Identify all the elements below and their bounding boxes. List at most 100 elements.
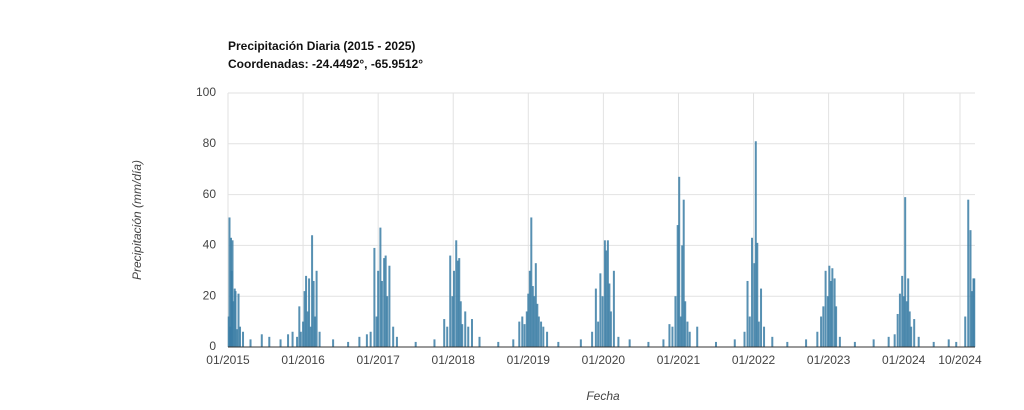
bar — [395, 336, 398, 347]
bar — [612, 270, 615, 347]
bar — [605, 250, 608, 347]
bar — [443, 319, 446, 347]
bar — [932, 341, 935, 347]
bar — [279, 339, 282, 347]
bar — [617, 336, 620, 347]
bar — [688, 331, 691, 347]
bar — [536, 303, 539, 347]
bar — [603, 240, 606, 347]
bar — [314, 316, 317, 347]
bar — [967, 199, 970, 347]
bar — [826, 296, 829, 347]
bar — [743, 331, 746, 347]
bar — [955, 341, 958, 347]
bar — [599, 273, 602, 347]
bar — [386, 296, 389, 347]
bar — [597, 321, 600, 347]
bar — [237, 293, 240, 347]
bar — [696, 326, 699, 347]
y-tick-label: 40 — [203, 238, 217, 252]
bar — [296, 336, 299, 347]
bar — [305, 275, 308, 347]
bar — [458, 258, 461, 347]
bar — [530, 217, 533, 347]
bar — [662, 339, 665, 347]
bar — [528, 270, 531, 347]
bar — [647, 341, 650, 347]
bar — [816, 331, 819, 347]
bar — [369, 331, 372, 347]
bar — [315, 270, 318, 347]
bar — [835, 306, 838, 347]
y-tick-label: 100 — [196, 85, 216, 99]
x-tick-label: 01/2020 — [582, 353, 626, 367]
bar — [964, 316, 967, 347]
bar — [917, 336, 920, 347]
bar — [302, 321, 305, 347]
bar — [303, 291, 306, 347]
bar — [546, 331, 549, 347]
bar — [908, 311, 911, 347]
bar — [676, 225, 679, 347]
bar — [594, 288, 597, 347]
bar — [902, 296, 905, 347]
bar — [805, 339, 808, 347]
bar — [467, 326, 470, 347]
bar — [365, 334, 368, 347]
bar — [384, 255, 387, 347]
bar — [461, 324, 464, 347]
x-tick-label: 01/2022 — [732, 353, 776, 367]
bar — [969, 230, 972, 347]
bar — [947, 339, 950, 347]
bar — [714, 341, 717, 347]
bar — [383, 258, 386, 347]
bar — [907, 278, 910, 347]
bar — [751, 237, 754, 347]
bar — [609, 311, 612, 347]
chart-title: Precipitación Diaria (2015 - 2025) — [228, 39, 415, 53]
bar — [375, 316, 378, 347]
bar — [557, 341, 560, 347]
bar — [579, 339, 582, 347]
bar — [449, 255, 452, 347]
bar — [249, 339, 252, 347]
bar — [678, 176, 681, 347]
bar — [833, 278, 836, 347]
bar — [497, 341, 500, 347]
bar — [905, 301, 908, 347]
bar — [606, 240, 609, 347]
bar — [239, 326, 242, 347]
bar — [388, 265, 391, 347]
bar — [332, 339, 335, 347]
bar — [287, 334, 290, 347]
bar — [671, 326, 674, 347]
bar — [377, 270, 380, 347]
bar — [542, 326, 545, 347]
bar — [904, 197, 907, 347]
bar — [537, 316, 540, 347]
bar — [478, 336, 481, 347]
bar — [358, 336, 361, 347]
bar — [838, 336, 841, 347]
bar — [753, 263, 756, 347]
bar — [757, 321, 760, 347]
bar — [236, 329, 239, 347]
bar — [913, 319, 916, 347]
y-axis-title: Precipitación (mm/día) — [130, 160, 144, 280]
bar — [228, 217, 231, 347]
bar — [756, 242, 759, 347]
bar — [831, 268, 834, 347]
bar — [733, 339, 736, 347]
bar — [896, 313, 899, 347]
y-tick-label: 60 — [203, 187, 217, 201]
bar — [628, 339, 631, 347]
bar — [231, 240, 234, 347]
y-tick-label: 80 — [203, 136, 217, 150]
bar — [308, 278, 311, 347]
y-tick-label: 20 — [203, 288, 217, 302]
bar — [452, 270, 455, 347]
bar — [771, 336, 774, 347]
bar — [306, 311, 309, 347]
bar — [898, 293, 901, 347]
